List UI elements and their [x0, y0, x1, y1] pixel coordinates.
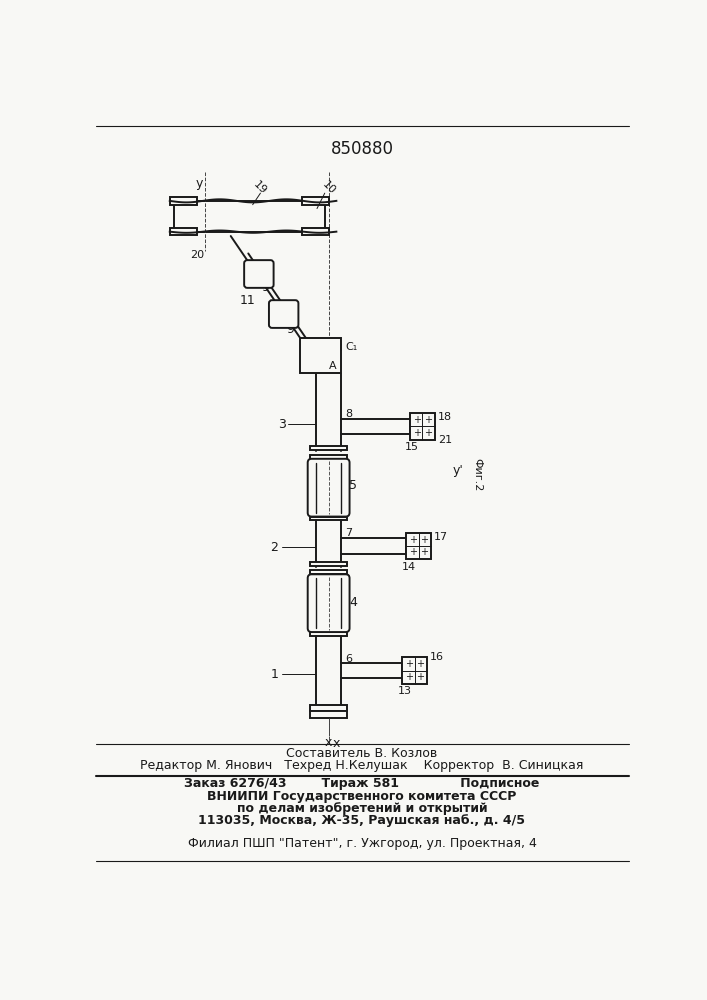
- Bar: [170, 197, 197, 205]
- Text: 19: 19: [252, 179, 269, 196]
- Text: 9: 9: [261, 281, 269, 294]
- Text: +: +: [420, 547, 428, 557]
- Text: y: y: [196, 177, 203, 190]
- Text: x: x: [332, 737, 340, 750]
- Bar: [410, 413, 435, 440]
- Text: 7: 7: [345, 528, 352, 538]
- Text: 9: 9: [286, 323, 294, 336]
- Bar: [301, 197, 329, 205]
- Text: 8: 8: [345, 409, 352, 419]
- Text: Филиал ПШП "Патент", г. Ужгород, ул. Проектная, 4: Филиал ПШП "Патент", г. Ужгород, ул. Про…: [187, 837, 537, 850]
- Text: 14: 14: [402, 562, 416, 572]
- Bar: [300, 338, 341, 373]
- Text: 21: 21: [438, 435, 452, 445]
- Text: 13: 13: [397, 686, 411, 696]
- Text: +: +: [405, 659, 413, 669]
- Bar: [310, 624, 347, 627]
- Bar: [174, 201, 325, 232]
- Bar: [402, 657, 427, 684]
- Text: по делам изобретений и открытий: по делам изобретений и открытий: [237, 802, 487, 815]
- Text: +: +: [416, 672, 424, 682]
- Text: 1: 1: [271, 668, 279, 681]
- Bar: [406, 533, 431, 559]
- Bar: [301, 228, 329, 235]
- Text: C₁: C₁: [346, 342, 358, 352]
- Text: 113035, Москва, Ж-35, Раушская наб., д. 4/5: 113035, Москва, Ж-35, Раушская наб., д. …: [199, 814, 525, 827]
- Text: x: x: [335, 341, 342, 354]
- Text: +: +: [413, 415, 421, 425]
- Text: +: +: [405, 672, 413, 682]
- Bar: [310, 508, 347, 512]
- Text: 3: 3: [278, 418, 286, 431]
- Bar: [170, 228, 197, 235]
- Text: 6: 6: [345, 654, 352, 664]
- Text: 16: 16: [430, 652, 444, 662]
- Text: 5: 5: [349, 479, 358, 492]
- Text: 17: 17: [434, 532, 448, 542]
- Text: +: +: [409, 547, 417, 557]
- Bar: [310, 632, 347, 636]
- Text: 2: 2: [271, 541, 279, 554]
- FancyBboxPatch shape: [308, 459, 349, 517]
- Text: +: +: [413, 428, 421, 438]
- Text: +: +: [423, 428, 432, 438]
- Bar: [310, 446, 347, 450]
- Text: ВНИИПИ Государственного комитета СССР: ВНИИПИ Государственного комитета СССР: [207, 790, 517, 803]
- Text: +: +: [423, 415, 432, 425]
- Text: 10: 10: [320, 179, 337, 196]
- Text: 11: 11: [240, 294, 255, 307]
- Text: y': y': [452, 464, 464, 477]
- FancyBboxPatch shape: [269, 300, 298, 328]
- Bar: [310, 455, 347, 459]
- FancyBboxPatch shape: [308, 574, 349, 632]
- Text: A: A: [329, 361, 337, 371]
- Text: Составитель В. Козлов: Составитель В. Козлов: [286, 747, 438, 760]
- Bar: [310, 517, 347, 520]
- Text: 4: 4: [349, 596, 357, 609]
- Bar: [310, 711, 347, 718]
- Text: +: +: [416, 659, 424, 669]
- Text: +: +: [420, 535, 428, 545]
- Text: B: B: [290, 309, 298, 319]
- Bar: [310, 562, 347, 566]
- Text: 15: 15: [404, 442, 419, 452]
- Text: 850880: 850880: [330, 140, 394, 158]
- Bar: [310, 570, 347, 574]
- Text: +: +: [409, 535, 417, 545]
- Text: Заказ 6276/43        Тираж 581              Подписное: Заказ 6276/43 Тираж 581 Подписное: [185, 777, 539, 790]
- Text: 18: 18: [438, 412, 452, 422]
- Bar: [310, 705, 347, 711]
- Text: x: x: [325, 736, 332, 749]
- Text: Фиг.2: Фиг.2: [472, 458, 482, 491]
- Text: 20: 20: [189, 250, 204, 260]
- Text: Редактор М. Янович   Техред Н.Келушак    Корректор  В. Синицкая: Редактор М. Янович Техред Н.Келушак Корр…: [140, 759, 584, 772]
- FancyBboxPatch shape: [244, 260, 274, 288]
